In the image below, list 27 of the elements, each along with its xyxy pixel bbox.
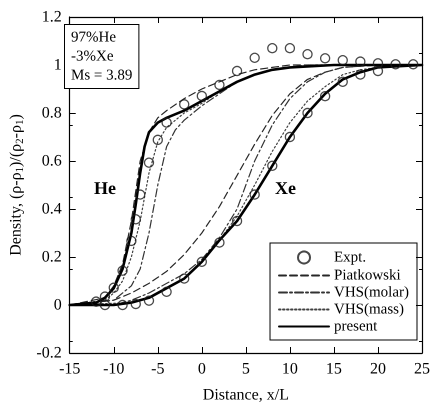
y-tick-label: 0 <box>54 296 62 314</box>
annotation: He <box>94 178 116 198</box>
legend-label: Expt. <box>334 250 366 266</box>
x-tick-label: 5 <box>242 360 250 378</box>
x-tick-label: 10 <box>282 360 298 378</box>
x-tick-label: 15 <box>326 360 342 378</box>
annotation: Xe <box>275 178 296 198</box>
x-tick-label: 20 <box>370 360 386 378</box>
legend-label: present <box>334 318 378 334</box>
legend-label: VHS(mass) <box>334 302 404 318</box>
y-tick-label: 0.6 <box>42 152 62 170</box>
legend-label: VHS(molar) <box>334 284 410 300</box>
x-tick-label: -10 <box>103 360 124 378</box>
x-tick-label: 25 <box>414 360 430 378</box>
y-tick-label: 1 <box>54 56 62 74</box>
y-tick-label: 0.2 <box>42 248 62 266</box>
x-axis-title: Distance, x/L <box>202 386 289 404</box>
annotation: 97%He -3%Xe Ms = 3.89 <box>71 30 132 84</box>
x-tick-label: 0 <box>198 360 206 378</box>
x-tick-label: -5 <box>151 360 164 378</box>
y-tick-label: -0.2 <box>36 344 62 362</box>
y-axis-title: Density, (ρ-ρ1)/(ρ2-ρ1) <box>8 114 26 256</box>
legend-label: Piatkowski <box>334 268 401 284</box>
x-tick-label: -15 <box>59 360 80 378</box>
y-tick-label: 1.2 <box>42 8 62 26</box>
y-tick-label: 0.8 <box>42 104 62 122</box>
y-tick-label: 0.4 <box>42 200 62 218</box>
